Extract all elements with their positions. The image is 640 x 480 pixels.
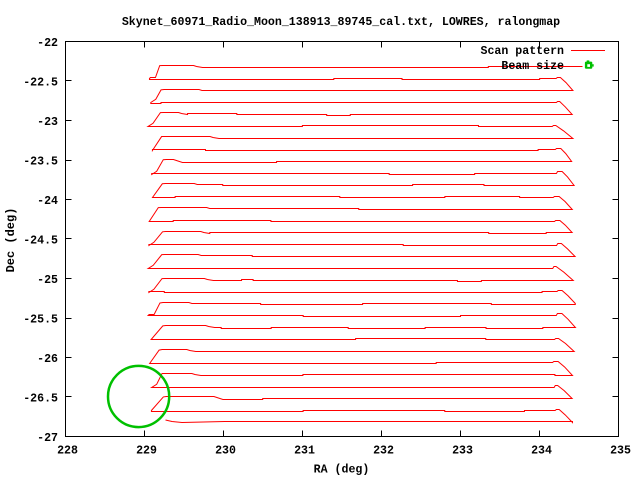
svg-text:-23.5: -23.5 — [23, 156, 58, 169]
svg-text:-22.5: -22.5 — [23, 77, 58, 90]
svg-text:235: 235 — [610, 445, 631, 458]
svg-text:231: 231 — [294, 445, 315, 458]
svg-text:-24.5: -24.5 — [23, 235, 58, 248]
svg-text:-23: -23 — [37, 116, 58, 129]
svg-text:230: 230 — [215, 445, 236, 458]
svg-text:-24: -24 — [37, 195, 58, 208]
svg-text:232: 232 — [373, 445, 394, 458]
svg-text:-26: -26 — [37, 353, 58, 366]
svg-text:Scan pattern: Scan pattern — [481, 45, 565, 58]
svg-text:-25.5: -25.5 — [23, 314, 58, 327]
svg-text:RA (deg): RA (deg) — [314, 464, 370, 477]
svg-text:Skynet_60971_Radio_Moon_138913: Skynet_60971_Radio_Moon_138913_89745_cal… — [122, 16, 560, 29]
svg-text:-26.5: -26.5 — [23, 393, 58, 406]
svg-text:Beam size: Beam size — [501, 60, 564, 73]
svg-text:-25: -25 — [37, 274, 58, 287]
svg-text:-27: -27 — [37, 432, 58, 445]
svg-text:-22: -22 — [37, 37, 58, 50]
svg-text:228: 228 — [57, 445, 78, 458]
svg-text:234: 234 — [531, 445, 552, 458]
svg-text:229: 229 — [136, 445, 157, 458]
svg-text:233: 233 — [452, 445, 473, 458]
svg-text:Dec (deg): Dec (deg) — [4, 208, 18, 273]
